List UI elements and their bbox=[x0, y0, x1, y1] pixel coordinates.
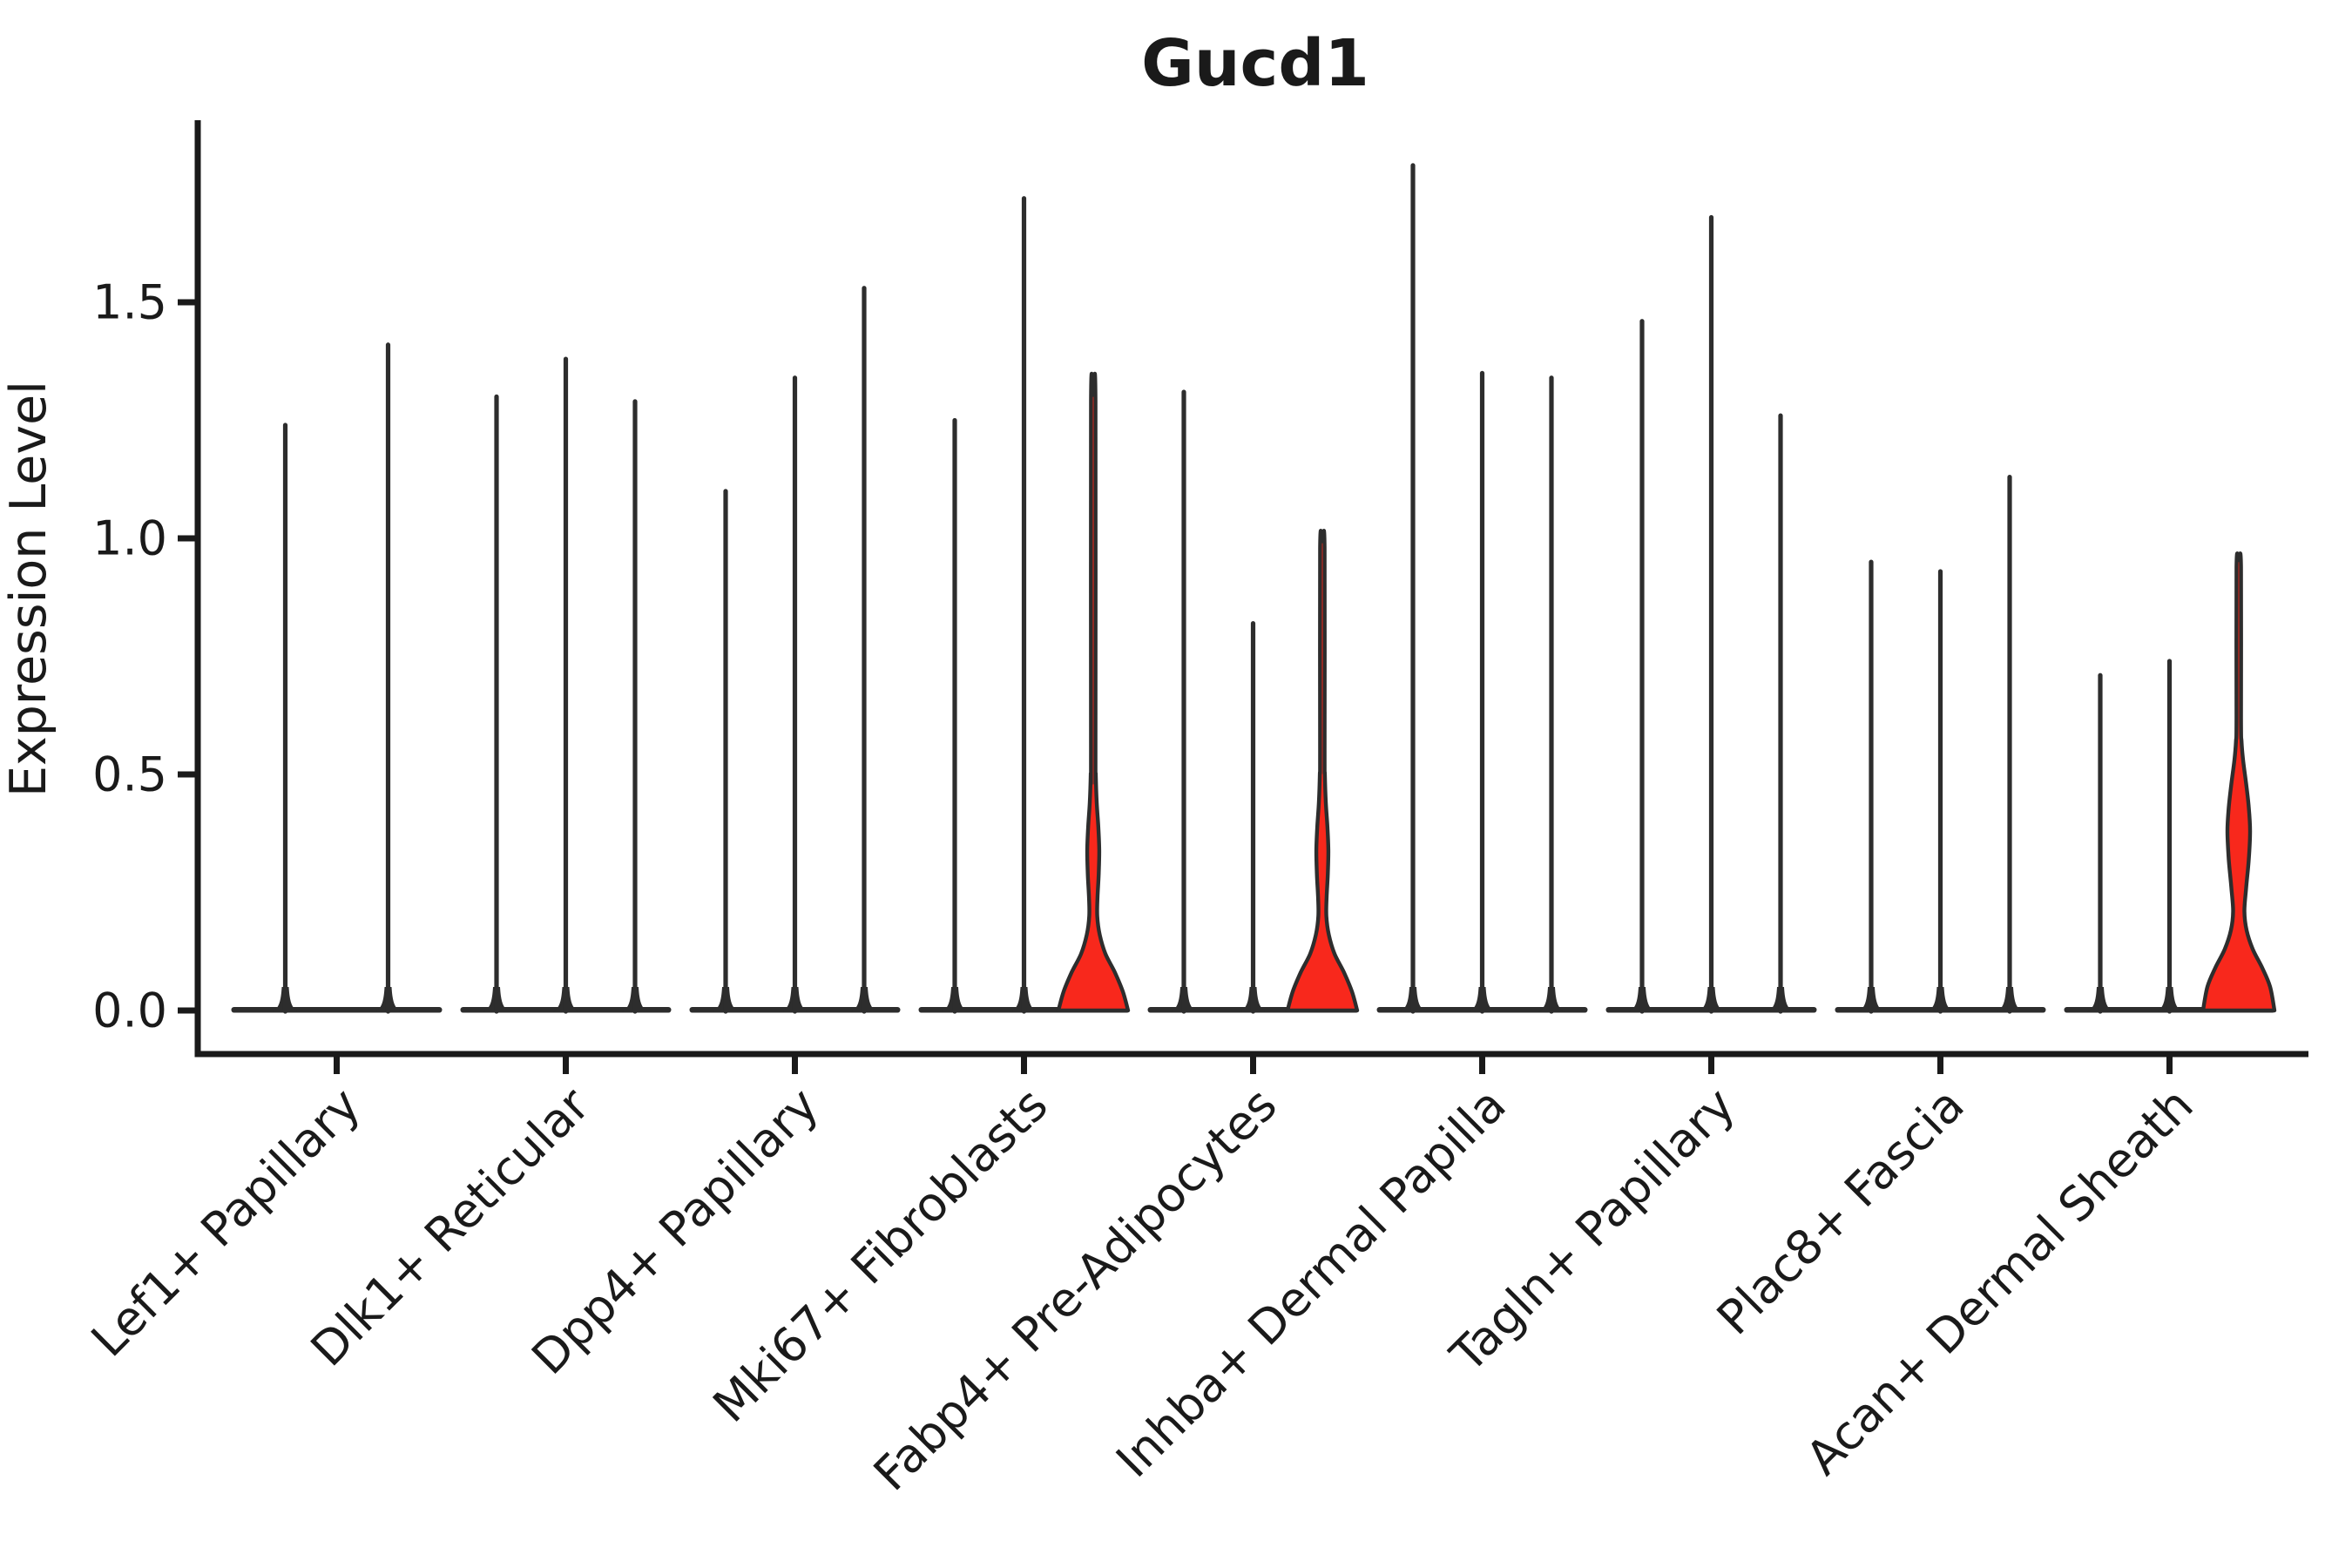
y-axis-label: Expression Level bbox=[0, 381, 57, 797]
x-axis-ticks bbox=[334, 1054, 2173, 1074]
y-tick-label: 0.0 bbox=[92, 983, 167, 1038]
violin-baseline-bar bbox=[231, 1007, 443, 1013]
violin-highlighted bbox=[1056, 371, 1131, 1013]
y-tick-label: 1.5 bbox=[92, 275, 167, 330]
x-tick-label: Fabp4+ Pre-Adipocytes bbox=[863, 1078, 1288, 1502]
violin-highlighted bbox=[1285, 529, 1360, 1013]
y-tick-label: 0.5 bbox=[92, 747, 167, 802]
y-axis-ticks: 0.0 0.5 1.0 1.5 bbox=[92, 275, 198, 1038]
chart-title: Gucd1 bbox=[1141, 26, 1369, 101]
x-tick-label: Inhba+ Dermal Papilla bbox=[1105, 1078, 1516, 1488]
x-tick-label: Acan+ Dermal Sheath bbox=[1795, 1078, 2203, 1485]
violins-layer bbox=[231, 163, 2277, 1014]
x-tick-label: Plac8+ Fascia bbox=[1707, 1078, 1975, 1346]
y-tick-label: 1.0 bbox=[92, 511, 167, 566]
violin-highlighted bbox=[2200, 551, 2277, 1013]
